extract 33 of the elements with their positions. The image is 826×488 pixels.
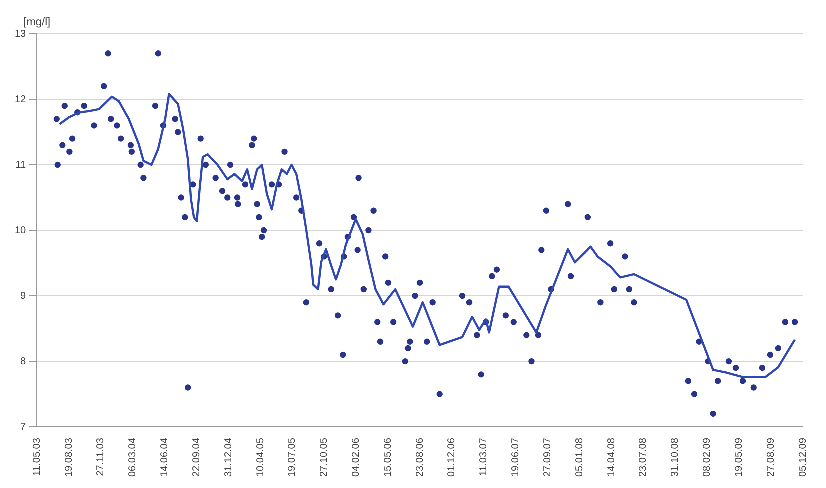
x-tick-label: 31.10.08 (670, 438, 682, 478)
x-tick-label: 15.05.06 (382, 438, 394, 478)
y-tick-label: 12 (15, 94, 27, 106)
x-tick-label: 19.07.05 (287, 438, 298, 478)
x-tick-label: 22.09.04 (191, 438, 202, 478)
x-tick-label: 04.02.06 (350, 438, 362, 478)
x-tick-label: 31.12.04 (223, 438, 234, 478)
x-tick-label: 27.09.07 (542, 438, 554, 478)
x-tick-label: 19.06.07 (510, 438, 522, 478)
x-tick-label: 01.12.06 (446, 438, 458, 478)
x-tick-label: 19.08.03 (64, 438, 75, 478)
x-tick-label: 27.08.09 (766, 438, 777, 478)
x-tick-label: 05.01.08 (574, 438, 586, 478)
x-tick-label: 06.03.04 (128, 438, 139, 478)
x-tick-label: 05.12.09 (798, 438, 809, 478)
y-tick-label: 9 (20, 290, 27, 302)
x-tick-label: 14.04.08 (606, 438, 618, 478)
x-tick-label: 14.06.04 (160, 438, 171, 478)
x-tick-label: 23.08.06 (414, 438, 426, 478)
x-tick-label: 08.02.09 (702, 438, 714, 478)
y-axis-title: [mg/l] (24, 16, 51, 29)
y-tick-label: 10 (15, 225, 27, 236)
x-tick-label: 23.07.08 (638, 438, 650, 478)
y-tick-label: 11 (16, 160, 27, 171)
y-tick-label: 7 (20, 422, 27, 433)
y-tick-label: 13 (15, 28, 27, 40)
x-tick-label: 10.04.05 (255, 438, 266, 478)
x-tick-label: 27.11.03 (96, 438, 107, 476)
x-tick-label: 27.10.05 (319, 438, 330, 478)
x-tick-label: 11.03.07 (478, 438, 490, 476)
y-tick-label: 8 (20, 356, 27, 368)
x-tick-label: 11.05.03 (32, 438, 43, 476)
x-tick-label: 19.05.09 (734, 438, 745, 478)
